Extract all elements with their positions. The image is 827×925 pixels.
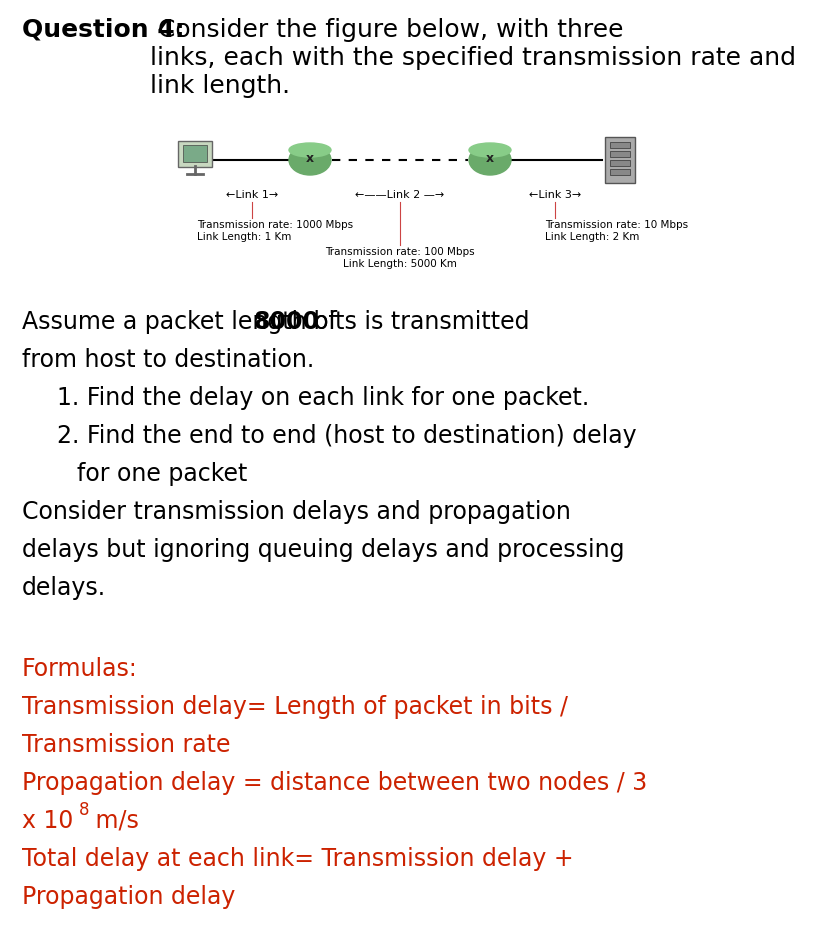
Text: delays.: delays. <box>22 576 106 600</box>
Text: Consider transmission delays and propagation: Consider transmission delays and propaga… <box>22 500 570 524</box>
Text: ←Link 1→: ←Link 1→ <box>226 190 279 200</box>
Text: Transmission rate: 100 Mbps: Transmission rate: 100 Mbps <box>325 247 474 257</box>
Text: Propagation delay = distance between two nodes / 3: Propagation delay = distance between two… <box>22 771 647 795</box>
Text: from host to destination.: from host to destination. <box>22 348 314 372</box>
Text: 8000: 8000 <box>254 310 319 334</box>
FancyBboxPatch shape <box>605 137 634 183</box>
Text: ←Link 3→: ←Link 3→ <box>528 190 581 200</box>
Text: delays but ignoring queuing delays and processing: delays but ignoring queuing delays and p… <box>22 538 624 562</box>
Text: m/s: m/s <box>88 809 139 833</box>
Text: Transmission rate: 10 Mbps: Transmission rate: 10 Mbps <box>544 220 687 230</box>
Ellipse shape <box>289 143 331 157</box>
Text: x 10: x 10 <box>22 809 74 833</box>
Text: Transmission rate: 1000 Mbps: Transmission rate: 1000 Mbps <box>198 220 353 230</box>
Text: 1. Find the delay on each link for one packet.: 1. Find the delay on each link for one p… <box>57 386 589 410</box>
FancyBboxPatch shape <box>183 145 207 162</box>
Ellipse shape <box>289 145 331 175</box>
FancyBboxPatch shape <box>609 151 629 157</box>
Ellipse shape <box>468 143 510 157</box>
FancyBboxPatch shape <box>178 141 212 167</box>
Text: Consider the figure below, with three
links, each with the specified transmissio: Consider the figure below, with three li… <box>150 18 795 98</box>
Text: Formulas:: Formulas: <box>22 657 137 681</box>
Text: x: x <box>485 152 494 165</box>
Text: ←——Link 2 —→: ←——Link 2 —→ <box>355 190 444 200</box>
Text: for one packet: for one packet <box>77 462 247 486</box>
Text: Assume a packet length of: Assume a packet length of <box>22 310 344 334</box>
Text: Transmission delay= Length of packet in bits /: Transmission delay= Length of packet in … <box>22 695 567 719</box>
FancyBboxPatch shape <box>609 142 629 148</box>
Ellipse shape <box>468 145 510 175</box>
Text: 2. Find the end to end (host to destination) delay: 2. Find the end to end (host to destinat… <box>57 424 636 448</box>
Text: Link Length: 2 Km: Link Length: 2 Km <box>544 232 638 242</box>
FancyBboxPatch shape <box>609 169 629 175</box>
Text: Transmission rate: Transmission rate <box>22 733 230 757</box>
Text: Question 4:: Question 4: <box>22 18 184 42</box>
Text: Total delay at each link= Transmission delay +: Total delay at each link= Transmission d… <box>22 847 573 871</box>
Text: Propagation delay: Propagation delay <box>22 885 235 909</box>
Text: Link Length: 1 Km: Link Length: 1 Km <box>198 232 292 242</box>
Text: bits is transmitted: bits is transmitted <box>306 310 528 334</box>
FancyBboxPatch shape <box>609 160 629 166</box>
Text: x: x <box>305 152 313 165</box>
Text: Link Length: 5000 Km: Link Length: 5000 Km <box>342 259 457 269</box>
Text: 8: 8 <box>79 801 89 819</box>
